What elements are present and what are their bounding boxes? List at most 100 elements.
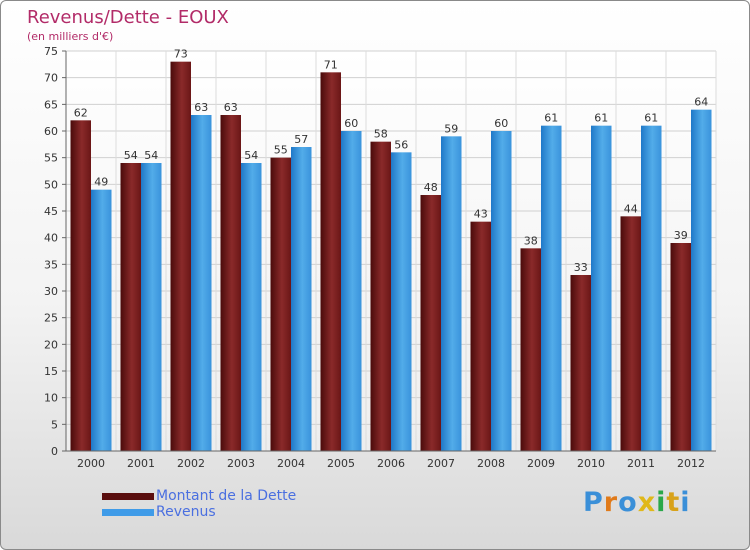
- bar-revenue: [141, 163, 162, 451]
- data-label: 44: [624, 202, 638, 215]
- logo-letter: i: [680, 487, 691, 518]
- bar-debt: [670, 243, 691, 451]
- logo-letter: i: [656, 487, 667, 518]
- y-tick-label: 40: [44, 232, 58, 245]
- data-label: 61: [544, 112, 558, 125]
- x-tick-label: 2002: [177, 457, 205, 470]
- y-tick-label: 0: [51, 445, 58, 458]
- chart-title: Revenus/Dette - EOUX: [27, 7, 229, 28]
- bar-debt: [120, 163, 141, 451]
- bar-revenue: [341, 131, 362, 451]
- data-label: 48: [424, 181, 438, 194]
- x-tick-label: 2008: [477, 457, 505, 470]
- data-label: 71: [324, 58, 338, 71]
- data-label: 60: [344, 117, 358, 130]
- data-label: 64: [694, 96, 708, 109]
- x-tick-label: 2010: [577, 457, 605, 470]
- data-label: 59: [444, 122, 458, 135]
- bar-debt: [70, 120, 91, 451]
- logo-letter: x: [637, 487, 657, 518]
- y-tick-label: 30: [44, 285, 58, 298]
- bar-debt: [420, 195, 441, 451]
- data-label: 33: [574, 261, 588, 274]
- legend-item-revenue: Revenus: [102, 504, 296, 520]
- bar-debt: [170, 61, 191, 452]
- bar-debt: [320, 72, 341, 451]
- bar-debt: [520, 248, 541, 451]
- x-tick-label: 2005: [327, 457, 355, 470]
- data-label: 63: [194, 101, 208, 114]
- bar-revenue: [91, 189, 112, 451]
- bar-revenue: [541, 125, 562, 452]
- data-label: 54: [144, 149, 158, 162]
- data-label: 39: [674, 229, 688, 242]
- data-label: 57: [294, 133, 308, 146]
- legend-label-debt: Montant de la Dette: [156, 488, 297, 504]
- y-tick-label: 35: [44, 258, 58, 271]
- y-tick-label: 10: [44, 392, 58, 405]
- data-label: 54: [244, 149, 258, 162]
- x-tick-label: 2003: [227, 457, 255, 470]
- data-label: 62: [74, 106, 88, 119]
- data-label: 60: [494, 117, 508, 130]
- x-tick-label: 2012: [677, 457, 705, 470]
- y-tick-label: 20: [44, 338, 58, 351]
- data-label: 54: [124, 149, 138, 162]
- y-tick-label: 50: [44, 178, 58, 191]
- legend: Montant de la Dette Revenus: [102, 488, 296, 520]
- bar-debt: [620, 216, 641, 451]
- logo-letter: o: [618, 487, 638, 518]
- data-label: 73: [174, 48, 188, 61]
- chart-subtitle: (en milliers d'€): [27, 30, 114, 43]
- data-label: 63: [224, 101, 238, 114]
- legend-label-revenue: Revenus: [156, 504, 216, 520]
- bar-debt: [570, 275, 591, 451]
- data-label: 55: [274, 144, 288, 157]
- bar-revenue: [441, 136, 462, 452]
- bar-debt: [220, 115, 241, 451]
- logo-letter: t: [666, 487, 681, 518]
- legend-swatch-debt: [102, 492, 154, 500]
- data-label: 49: [94, 176, 108, 189]
- y-tick-label: 60: [44, 125, 58, 138]
- y-tick-label: 70: [44, 72, 58, 85]
- bar-revenue: [491, 131, 512, 451]
- y-tick-label: 75: [44, 45, 58, 58]
- data-label: 56: [394, 138, 408, 151]
- x-tick-label: 2001: [127, 457, 155, 470]
- legend-swatch-revenue: [102, 508, 154, 516]
- x-tick-label: 2011: [627, 457, 655, 470]
- y-tick-label: 65: [44, 98, 58, 111]
- data-label: 38: [524, 234, 538, 247]
- x-tick-label: 2009: [527, 457, 555, 470]
- bar-revenue: [591, 125, 612, 452]
- data-label: 43: [474, 208, 488, 221]
- bar-debt: [470, 221, 491, 451]
- x-tick-label: 2007: [427, 457, 455, 470]
- bar-revenue: [191, 115, 212, 451]
- bar-debt: [270, 157, 291, 451]
- x-tick-label: 2006: [377, 457, 405, 470]
- y-tick-label: 15: [44, 365, 58, 378]
- data-label: 58: [374, 128, 388, 141]
- bar-revenue: [241, 163, 262, 451]
- data-label: 61: [594, 112, 608, 125]
- data-label: 61: [644, 112, 658, 125]
- bar-revenue: [291, 147, 312, 451]
- logo-letter: P: [583, 487, 604, 518]
- bar-revenue: [391, 152, 412, 452]
- y-tick-label: 5: [51, 418, 58, 431]
- y-tick-label: 55: [44, 152, 58, 165]
- bar-revenue: [691, 109, 712, 452]
- bar-debt: [370, 141, 391, 451]
- y-tick-label: 45: [44, 205, 58, 218]
- legend-item-debt: Montant de la Dette: [102, 488, 296, 504]
- x-tick-label: 2000: [77, 457, 105, 470]
- x-tick-label: 2004: [277, 457, 305, 470]
- proxiti-logo: Proxiti: [583, 487, 691, 518]
- logo-letter: r: [603, 487, 619, 518]
- y-tick-label: 25: [44, 312, 58, 325]
- bar-revenue: [641, 125, 662, 452]
